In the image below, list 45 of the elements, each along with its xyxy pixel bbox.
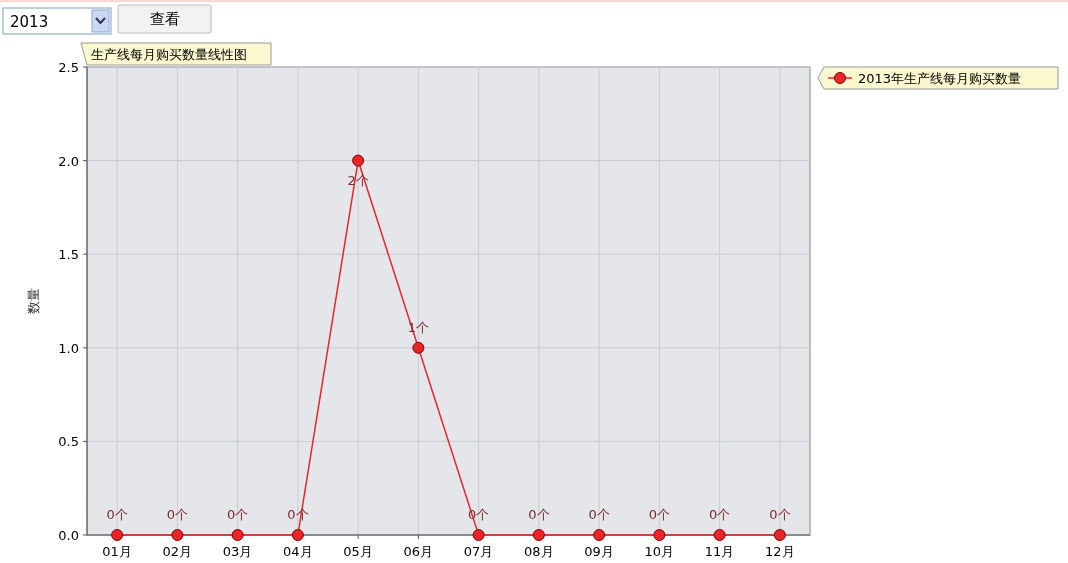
data-label: 0个 xyxy=(648,507,671,522)
legend: 2013年生产线每月购买数量 xyxy=(817,66,1059,90)
data-label: 0个 xyxy=(588,507,610,522)
legend-label: 2013年生产线每月购买数量 xyxy=(858,71,1022,86)
select: 2013 xyxy=(2,7,112,35)
y-tick-label: 0.5 xyxy=(58,434,79,450)
x-tick-label: 11月 xyxy=(704,544,735,559)
title: 生产线每月购买数量线性图 xyxy=(80,42,272,66)
x-tick-label: 08月 xyxy=(524,544,554,559)
y-axis-title: 数量 xyxy=(26,288,41,314)
data-label: 0个 xyxy=(528,507,550,522)
y-tick-label: 0.0 xyxy=(58,528,79,543)
data-label: 0个 xyxy=(708,507,731,522)
x-tick-label: 02月 xyxy=(162,544,193,559)
button: 查看 xyxy=(117,4,212,34)
x-tick-label: 10月 xyxy=(644,544,675,559)
x-tick-label: 05月 xyxy=(343,544,373,559)
y-tick-label: 2.5 xyxy=(58,60,79,75)
point xyxy=(231,529,244,541)
x-tick-label: 06月 xyxy=(403,544,434,559)
point xyxy=(713,529,726,541)
x-tick-label: 09月 xyxy=(584,544,614,559)
point xyxy=(171,529,184,541)
chart-title: 生产线每月购买数量线性图 xyxy=(91,47,247,62)
x-tick-label: 04月 xyxy=(283,544,313,559)
y-tick-label: 1.5 xyxy=(58,247,79,263)
x-tick-label: 07月 xyxy=(463,544,494,559)
data-label: 0个 xyxy=(166,507,189,522)
x-tick-label: 12月 xyxy=(765,544,795,559)
point xyxy=(532,529,545,541)
point xyxy=(653,529,666,541)
point xyxy=(412,341,425,354)
y-tick-label: 1.0 xyxy=(58,340,79,356)
data-label: 0个 xyxy=(226,507,249,522)
data-label: 0个 xyxy=(769,507,791,522)
x-tick-label: 01月 xyxy=(102,544,132,559)
x-tick-label: 03月 xyxy=(222,544,253,559)
y-tick-label: 2.0 xyxy=(58,153,79,169)
point xyxy=(593,529,606,541)
data-label: 0个 xyxy=(106,507,128,522)
point xyxy=(773,529,786,541)
point xyxy=(111,529,124,541)
point xyxy=(291,529,304,541)
point xyxy=(472,529,485,541)
point xyxy=(352,154,365,167)
